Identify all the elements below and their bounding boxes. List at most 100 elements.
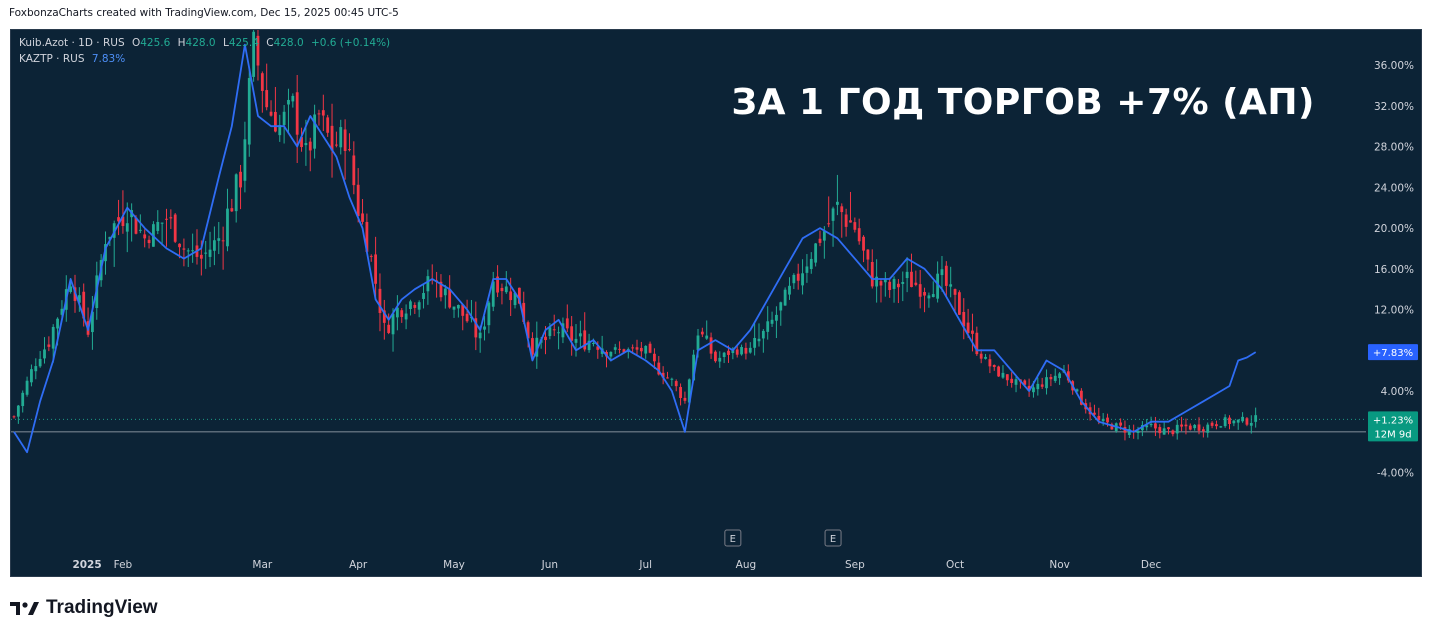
candle-body [1175, 424, 1179, 434]
svg-text:E: E [730, 534, 736, 545]
legend-symbol[interactable]: Kuib.Azot · 1D · RUS [19, 37, 125, 49]
candle-body [962, 311, 966, 327]
candle-body [199, 254, 203, 259]
candle-body [487, 302, 491, 326]
candle-body [1032, 387, 1035, 393]
candle-body [918, 284, 922, 297]
candle-body [953, 289, 957, 295]
candle-body [382, 310, 386, 323]
candle-body [914, 282, 918, 285]
candle-body [1180, 424, 1183, 427]
candle-body [931, 294, 935, 298]
candle-body [535, 337, 539, 357]
candle-body [374, 254, 378, 284]
candle-body [496, 276, 499, 293]
candle-body [1197, 424, 1201, 431]
candle-body [395, 307, 399, 318]
candle-body [557, 332, 560, 334]
candle-body [674, 381, 678, 387]
y-tick-label: 20.00% [1374, 223, 1414, 235]
candle-body [509, 291, 513, 301]
candle-body [766, 321, 770, 332]
candle-body [439, 281, 443, 298]
candle-body [775, 314, 778, 321]
candle-body [849, 220, 852, 223]
candle-body [221, 240, 225, 242]
y-tick-label: -4.00% [1377, 468, 1414, 480]
x-month-label: Jun [541, 559, 558, 571]
candle-body [705, 335, 709, 339]
candle-body [1066, 371, 1070, 381]
candle-body [400, 310, 404, 317]
candle-body [1023, 380, 1027, 385]
chart-caption: FoxbonzaCharts created with TradingView.… [9, 7, 399, 19]
candle-body [639, 347, 643, 352]
x-month-label: Jul [638, 559, 652, 571]
candle-body [853, 222, 857, 230]
candle-body [304, 143, 308, 146]
candle-body [173, 214, 177, 242]
candle-body [247, 78, 251, 145]
candle-body [666, 377, 669, 379]
candle-body [696, 335, 700, 351]
candle-body [788, 285, 791, 295]
y-tick-label: 28.00% [1374, 142, 1414, 154]
legend-compare-symbol[interactable]: KAZTP · RUS [19, 53, 85, 65]
candle-body [25, 380, 29, 395]
y-tick-label: 12.00% [1374, 305, 1414, 317]
candle-body [1206, 424, 1210, 433]
chart-panel[interactable]: 44.00%40.00%36.00%32.00%28.00%24.00%20.0… [10, 29, 1422, 577]
candle-body [404, 313, 408, 320]
candle-body [548, 327, 552, 337]
candle-body [844, 214, 848, 227]
candle-body [378, 288, 382, 313]
candle-body [51, 326, 55, 349]
candle-body [69, 286, 73, 292]
candle-body [1119, 422, 1122, 426]
candle-body [814, 243, 818, 263]
candle-body [313, 114, 317, 149]
y-tick-label: 16.00% [1374, 264, 1414, 276]
candle-body [30, 369, 33, 383]
candle-body [125, 223, 129, 232]
candle-body [809, 258, 813, 270]
candle-body [683, 397, 687, 401]
candle-body [234, 174, 238, 212]
candle-body [156, 221, 160, 231]
candle-body [587, 340, 591, 351]
y-tick-label: 40.00% [1374, 30, 1414, 31]
candle-body [1045, 377, 1048, 389]
candle-body [448, 289, 452, 308]
candle-layer [12, 30, 1258, 441]
candle-body [661, 372, 665, 378]
candle-body [1241, 416, 1244, 422]
candle-body [709, 337, 713, 354]
candle-body [1093, 412, 1096, 415]
candle-body [1188, 425, 1192, 430]
candle-body [21, 392, 25, 407]
candle-body [513, 292, 517, 306]
chart-canvas[interactable]: 44.00%40.00%36.00%32.00%28.00%24.00%20.0… [11, 30, 1421, 576]
candle-body [692, 354, 696, 381]
candle-body [391, 313, 395, 335]
earnings-marker: E [724, 529, 742, 547]
tradingview-logo[interactable]: TradingView [10, 597, 158, 619]
candle-body [121, 216, 125, 227]
candle-body [657, 362, 661, 375]
candle-body [1097, 415, 1101, 421]
candle-body [879, 281, 883, 286]
candle-body [923, 292, 926, 296]
last-price-badge: +1.23% [1368, 411, 1418, 428]
candle-body [836, 201, 839, 205]
candle-body [866, 249, 870, 260]
candle-body [348, 149, 351, 151]
candle-body [483, 326, 486, 330]
candle-body [230, 208, 234, 212]
candle-body [574, 338, 578, 343]
candle-body [748, 347, 752, 353]
candle-body [252, 31, 256, 77]
candle-body [979, 353, 983, 359]
candle-body [1127, 429, 1131, 435]
legend-open-value: 425.6 [140, 37, 171, 49]
candle-body [326, 117, 330, 133]
